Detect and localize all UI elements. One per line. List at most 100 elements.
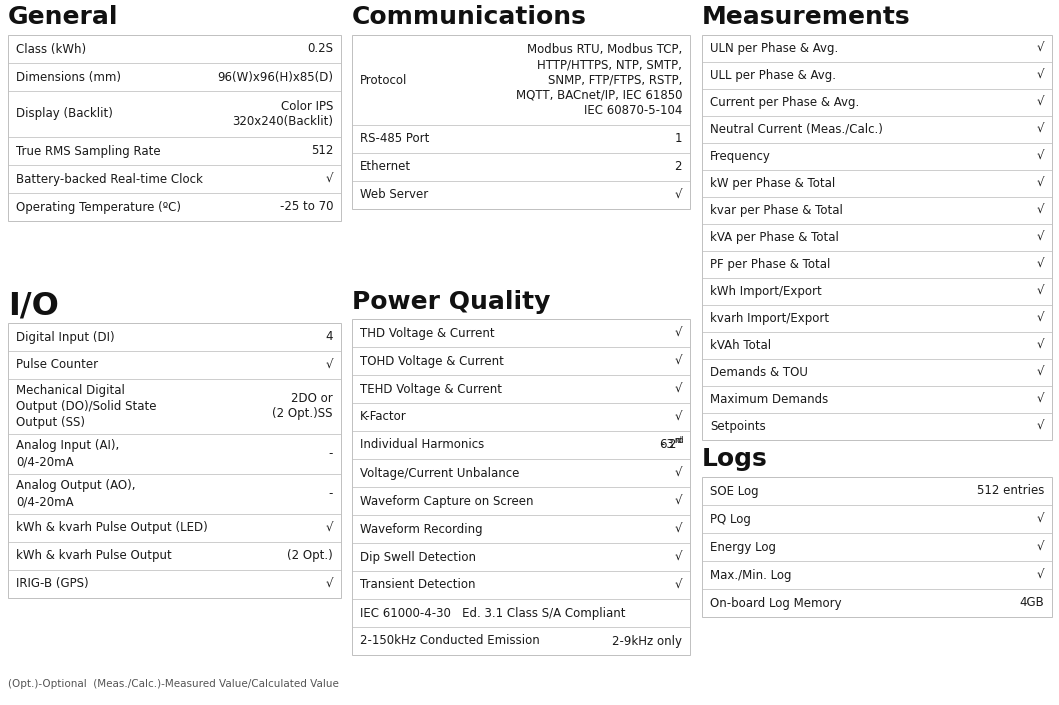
Text: √: √ xyxy=(675,355,682,367)
Text: Maximum Demands: Maximum Demands xyxy=(710,393,828,406)
Text: 2: 2 xyxy=(675,161,682,173)
Bar xyxy=(8,323,341,598)
Text: Energy Log: Energy Log xyxy=(710,541,776,553)
Text: √: √ xyxy=(675,410,682,424)
Bar xyxy=(352,319,690,655)
Text: 2-150kHz Conducted Emission: 2-150kHz Conducted Emission xyxy=(360,634,540,647)
Text: Operating Temperature (ºC): Operating Temperature (ºC) xyxy=(16,200,181,214)
Text: √: √ xyxy=(1037,393,1044,406)
Text: Max./Min. Log: Max./Min. Log xyxy=(710,568,791,582)
Text: √: √ xyxy=(325,522,333,534)
Text: Power Quality: Power Quality xyxy=(352,290,551,314)
Text: TEHD Voltage & Current: TEHD Voltage & Current xyxy=(360,383,502,396)
Text: General: General xyxy=(8,5,119,29)
Text: Analog Input (AI),
0/4-20mA: Analog Input (AI), 0/4-20mA xyxy=(16,439,120,469)
Text: Digital Input (DI): Digital Input (DI) xyxy=(16,331,114,343)
Text: √: √ xyxy=(1037,177,1044,190)
Text: kvarh Import/Export: kvarh Import/Export xyxy=(710,312,829,325)
Text: -25 to 70: -25 to 70 xyxy=(280,200,333,214)
Text: kWh & kvarh Pulse Output: kWh & kvarh Pulse Output xyxy=(16,549,172,563)
Text: kVAh Total: kVAh Total xyxy=(710,339,771,352)
Text: √: √ xyxy=(1037,204,1044,217)
Text: True RMS Sampling Rate: True RMS Sampling Rate xyxy=(16,145,161,157)
Text: RS-485 Port: RS-485 Port xyxy=(360,133,429,145)
Text: Setpoints: Setpoints xyxy=(710,420,766,433)
Text: √: √ xyxy=(1037,541,1044,553)
Text: 1: 1 xyxy=(675,133,682,145)
Text: Modbus RTU, Modbus TCP,
HTTP/HTTPS, NTP, SMTP,
SNMP, FTP/FTPS, RSTP,
MQTT, BACne: Modbus RTU, Modbus TCP, HTTP/HTTPS, NTP,… xyxy=(516,44,682,116)
Text: Measurements: Measurements xyxy=(702,5,911,29)
Text: √: √ xyxy=(1037,231,1044,244)
Text: kvar per Phase & Total: kvar per Phase & Total xyxy=(710,204,843,217)
Text: √: √ xyxy=(1037,312,1044,325)
Text: -: - xyxy=(328,487,333,501)
Text: THD Voltage & Current: THD Voltage & Current xyxy=(360,326,495,340)
Text: Communications: Communications xyxy=(352,5,587,29)
Bar xyxy=(702,477,1052,617)
Text: √: √ xyxy=(675,579,682,591)
Text: TOHD Voltage & Current: TOHD Voltage & Current xyxy=(360,355,504,367)
Text: √: √ xyxy=(1037,366,1044,379)
Text: Waveform Capture on Screen: Waveform Capture on Screen xyxy=(360,494,534,508)
Text: √: √ xyxy=(1037,42,1044,55)
Text: Ethernet: Ethernet xyxy=(360,161,411,173)
Text: √: √ xyxy=(1037,123,1044,136)
Text: Protocol: Protocol xyxy=(360,73,408,87)
Text: √: √ xyxy=(1037,258,1044,271)
Text: IRIG-B (GPS): IRIG-B (GPS) xyxy=(16,577,89,591)
Text: 96(W)x96(H)x85(D): 96(W)x96(H)x85(D) xyxy=(217,70,333,83)
Text: √: √ xyxy=(1037,285,1044,298)
Text: 0.2S: 0.2S xyxy=(307,42,333,56)
Text: √: √ xyxy=(325,577,333,591)
Text: √: √ xyxy=(675,383,682,396)
Text: Dip Swell Detection: Dip Swell Detection xyxy=(360,551,475,563)
Text: √: √ xyxy=(325,359,333,372)
Text: Analog Output (AO),
0/4-20mA: Analog Output (AO), 0/4-20mA xyxy=(16,479,136,508)
Text: √: √ xyxy=(675,188,682,202)
Text: ULN per Phase & Avg.: ULN per Phase & Avg. xyxy=(710,42,839,55)
Text: Web Server: Web Server xyxy=(360,188,428,202)
Text: √: √ xyxy=(1037,96,1044,109)
Text: nd: nd xyxy=(674,436,684,445)
Text: 2-9kHz only: 2-9kHz only xyxy=(612,634,682,647)
Text: SOE Log: SOE Log xyxy=(710,484,758,498)
Text: Mechanical Digital
Output (DO)/Solid State
Output (SS): Mechanical Digital Output (DO)/Solid Sta… xyxy=(16,384,157,429)
Text: √: √ xyxy=(675,326,682,340)
Text: IEC 61000-4-30   Ed. 3.1 Class S/A Compliant: IEC 61000-4-30 Ed. 3.1 Class S/A Complia… xyxy=(360,606,626,620)
Text: Individual Harmonics: Individual Harmonics xyxy=(360,439,484,451)
Text: √: √ xyxy=(1037,339,1044,352)
Text: (Opt.)-Optional  (Meas./Calc.)-Measured Value/Calculated Value: (Opt.)-Optional (Meas./Calc.)-Measured V… xyxy=(8,679,339,689)
Text: 4GB: 4GB xyxy=(1019,596,1044,610)
Text: √: √ xyxy=(1037,150,1044,163)
Text: - 2: - 2 xyxy=(657,439,676,451)
Text: (2 Opt.): (2 Opt.) xyxy=(287,549,333,563)
Text: PF per Phase & Total: PF per Phase & Total xyxy=(710,258,830,271)
Text: Dimensions (mm): Dimensions (mm) xyxy=(16,70,121,83)
Bar xyxy=(8,35,341,221)
Text: 2DO or
(2 Opt.)SS: 2DO or (2 Opt.)SS xyxy=(272,393,333,420)
Text: PQ Log: PQ Log xyxy=(710,513,751,525)
Text: Class (kWh): Class (kWh) xyxy=(16,42,86,56)
Text: Display (Backlit): Display (Backlit) xyxy=(16,107,113,121)
Text: kWh Import/Export: kWh Import/Export xyxy=(710,285,822,298)
Text: √: √ xyxy=(675,467,682,479)
Text: Logs: Logs xyxy=(702,447,768,471)
Text: 63: 63 xyxy=(659,439,674,451)
Text: √: √ xyxy=(1037,420,1044,433)
Text: Voltage/Current Unbalance: Voltage/Current Unbalance xyxy=(360,467,519,479)
Text: kW per Phase & Total: kW per Phase & Total xyxy=(710,177,836,190)
Text: ULL per Phase & Avg.: ULL per Phase & Avg. xyxy=(710,69,836,82)
Text: -: - xyxy=(328,448,333,460)
Text: Transient Detection: Transient Detection xyxy=(360,579,475,591)
Text: 512 entries: 512 entries xyxy=(976,484,1044,498)
Text: √: √ xyxy=(1037,69,1044,82)
Text: kVA per Phase & Total: kVA per Phase & Total xyxy=(710,231,839,244)
Text: Battery-backed Real-time Clock: Battery-backed Real-time Clock xyxy=(16,173,203,185)
Text: √: √ xyxy=(675,494,682,508)
Text: I/O: I/O xyxy=(8,290,59,321)
Bar xyxy=(352,35,690,209)
Text: 4: 4 xyxy=(325,331,333,343)
Text: Color IPS
320x240(Backlit): Color IPS 320x240(Backlit) xyxy=(232,100,333,128)
Text: Current per Phase & Avg.: Current per Phase & Avg. xyxy=(710,96,859,109)
Text: On-board Log Memory: On-board Log Memory xyxy=(710,596,842,610)
